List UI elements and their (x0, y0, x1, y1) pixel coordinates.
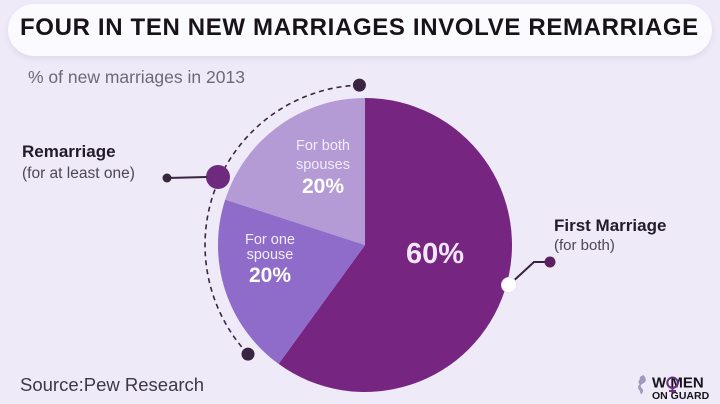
svg-text:For one: For one (245, 232, 295, 248)
svg-text:20%: 20% (302, 175, 344, 198)
svg-text:For both: For both (296, 138, 350, 154)
svg-text:spouses: spouses (296, 157, 350, 173)
svg-text:60%: 60% (406, 238, 464, 270)
svg-text:spouse: spouse (247, 247, 294, 263)
svg-text:ON GUARD: ON GUARD (652, 390, 710, 400)
svg-text:20%: 20% (249, 264, 291, 287)
